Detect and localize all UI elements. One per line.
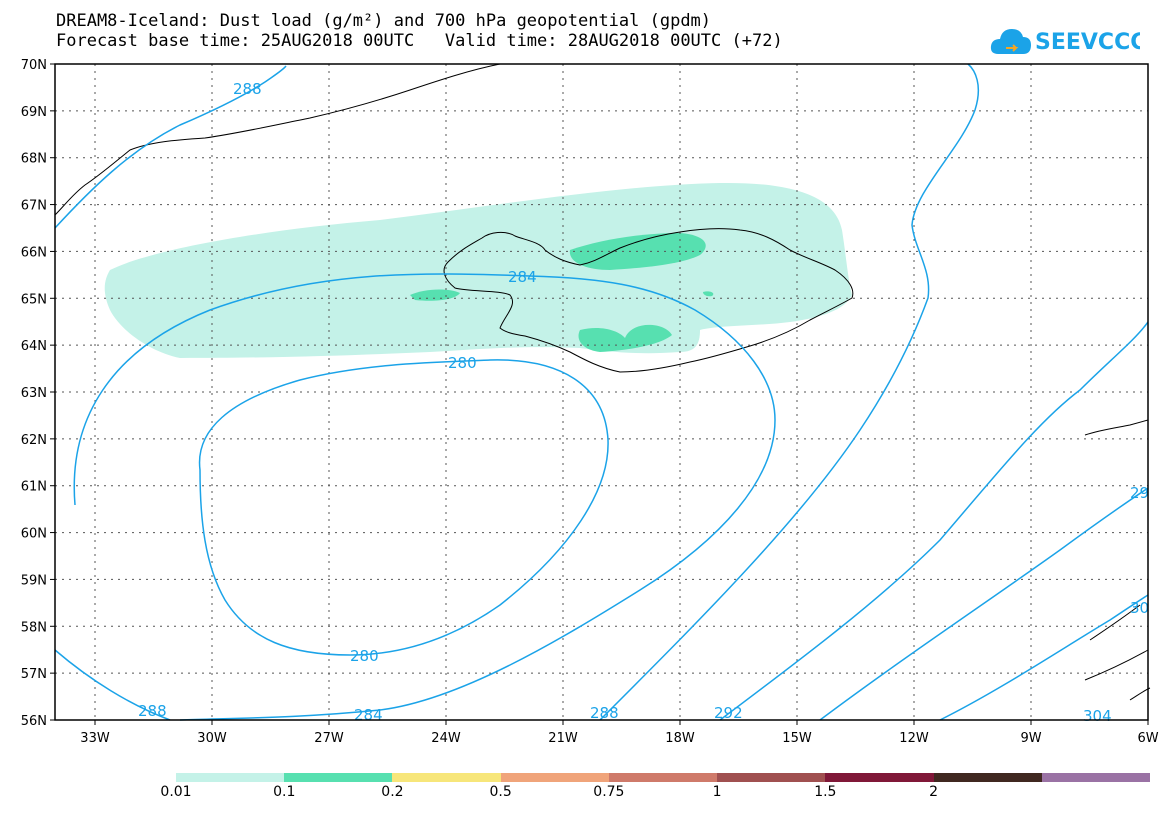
legend-label: 0.5	[489, 784, 512, 800]
legend-label: 1.5	[814, 784, 837, 800]
contour-label: 280	[448, 354, 477, 372]
lat-label: 57N	[21, 667, 47, 682]
legend-label: 1	[712, 784, 722, 800]
lat-label: 62N	[21, 433, 47, 448]
contour-label: 30	[1130, 599, 1149, 617]
lon-label: 9W	[1020, 731, 1041, 746]
contour-296	[819, 487, 1149, 721]
legend-label: 0.1	[273, 784, 296, 800]
dust-area-medium-4	[703, 291, 714, 297]
lat-label: 69N	[21, 105, 47, 120]
contour-label: 29	[1130, 484, 1149, 502]
contour-label: 280	[350, 647, 379, 665]
lat-label: 63N	[21, 386, 47, 401]
legend-swatch	[500, 773, 610, 782]
map-title: DREAM8-Iceland: Dust load (g/m²) and 700…	[56, 11, 712, 31]
lon-label: 30W	[197, 731, 227, 746]
cloud-icon	[990, 29, 1031, 54]
dust-area-light	[104, 182, 852, 358]
longitude-labels: 33W 30W 27W 24W 21W 18W 15W 12W 9W 6W	[80, 720, 1159, 746]
contour-300	[939, 594, 1149, 721]
lon-label: 27W	[314, 731, 344, 746]
lat-label: 66N	[21, 245, 47, 260]
contour-280	[198, 359, 609, 656]
geopotential-contours	[54, 63, 1149, 721]
legend-swatch	[933, 773, 1043, 782]
legend-swatch	[392, 773, 502, 782]
lat-label: 64N	[21, 339, 47, 354]
faroe-norway-coastline	[1084, 419, 1151, 701]
contour-label: 304	[1083, 707, 1112, 725]
dust-load-layer	[104, 182, 852, 358]
lat-label: 70N	[21, 58, 47, 73]
contour-288-north	[54, 65, 287, 229]
contour-label: 288	[233, 80, 262, 98]
lat-label: 65N	[21, 292, 47, 307]
lat-label: 60N	[21, 527, 47, 542]
latitude-labels: 70N 69N 68N 67N 66N 65N 64N 63N 62N 61N 60N 59N 58N 5…	[21, 58, 55, 729]
logo-text: SEEVCCC	[1035, 30, 1140, 55]
lon-label: 6W	[1137, 731, 1158, 746]
lat-label: 58N	[21, 620, 47, 635]
contour-292	[719, 321, 1149, 721]
contour-label: 284	[354, 706, 383, 724]
lat-label: 61N	[21, 480, 47, 495]
lon-label: 15W	[782, 731, 812, 746]
lat-label: 59N	[21, 573, 47, 588]
legend-label: 0.01	[160, 784, 192, 800]
lon-label: 24W	[431, 731, 461, 746]
lat-label: 67N	[21, 199, 47, 214]
graticule	[55, 64, 1148, 720]
legend-swatch	[608, 773, 718, 782]
lon-label: 12W	[899, 731, 929, 746]
lat-label: 68N	[21, 152, 47, 167]
legend-swatch	[825, 773, 935, 782]
legend-swatch	[176, 773, 285, 782]
lon-label: 33W	[80, 731, 110, 746]
contour-label: 288	[590, 704, 619, 722]
legend-swatch	[1041, 773, 1151, 782]
coastlines	[54, 63, 1151, 701]
contour-284	[73, 273, 776, 721]
contour-label: 292	[714, 704, 743, 722]
legend-label: 2	[929, 784, 939, 800]
greenland-coastline	[54, 63, 501, 216]
contour-label: 284	[508, 268, 537, 286]
map-subtitle: Forecast base time: 25AUG2018 00UTC Vali…	[56, 31, 783, 51]
legend-label: 0.2	[381, 784, 404, 800]
legend-label: 0.75	[593, 784, 625, 800]
contour-labels: 288 284 280 280 284 288 292 304 29 30 28…	[138, 80, 1149, 725]
legend-swatch	[717, 773, 826, 782]
lon-label: 21W	[548, 731, 578, 746]
seevccc-logo: SEEVCCC	[990, 29, 1140, 55]
iceland-coastline	[443, 228, 854, 373]
contour-288-south	[54, 63, 980, 721]
legend-swatch	[284, 773, 393, 782]
lat-label: 56N	[21, 714, 47, 729]
lon-label: 18W	[665, 731, 695, 746]
contour-label: 288	[138, 702, 167, 720]
